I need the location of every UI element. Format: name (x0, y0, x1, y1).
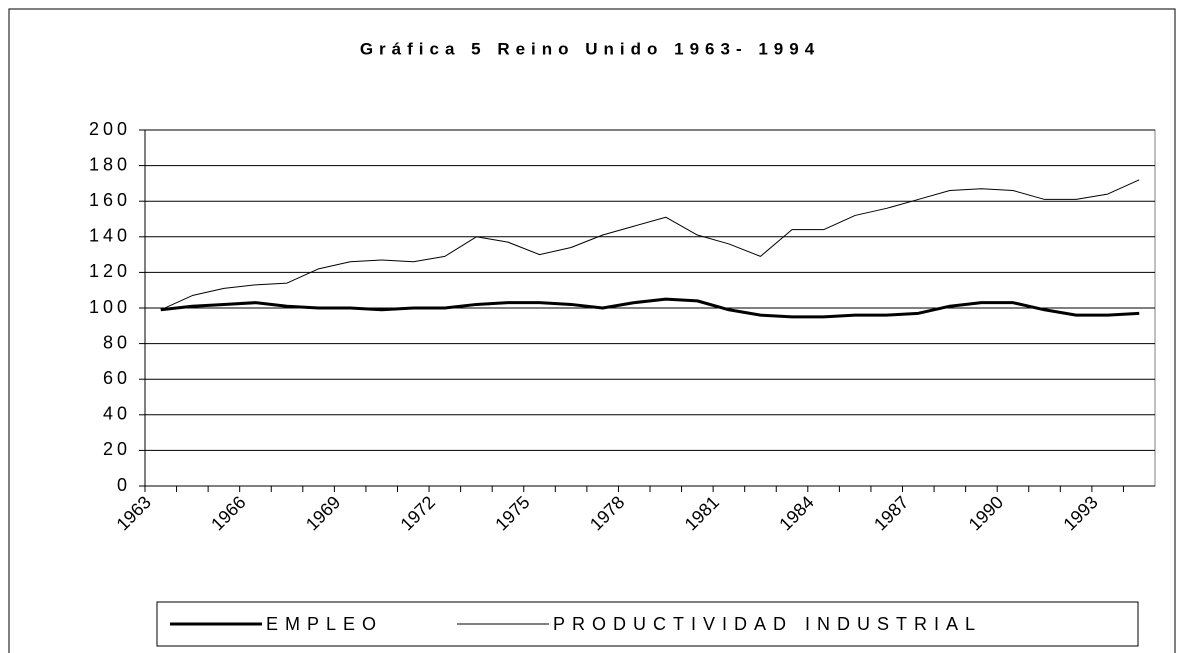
y-tick-label: 80 (103, 332, 131, 352)
y-tick-label: 60 (103, 368, 131, 388)
legend-box (156, 601, 1139, 647)
y-tick-label: 100 (89, 297, 131, 317)
legend-label: EMPLEO (266, 614, 383, 634)
chart-title: Gráfica 5 Reino Unido 1963- 1994 (360, 39, 820, 58)
y-tick-label: 40 (103, 404, 131, 424)
line-series (160, 179, 1140, 311)
line-series (160, 297, 1140, 319)
y-tick-label: 0 (117, 475, 131, 495)
y-tick-label: 120 (89, 261, 131, 281)
y-tick-label: 160 (89, 190, 131, 210)
y-tick-label: 20 (103, 439, 131, 459)
y-tick-label: 140 (89, 226, 131, 246)
legend-label: PRODUCTIVIDAD INDUSTRIAL (553, 614, 982, 634)
y-tick-label: 180 (89, 154, 131, 174)
y-tick-label: 200 (89, 119, 131, 139)
